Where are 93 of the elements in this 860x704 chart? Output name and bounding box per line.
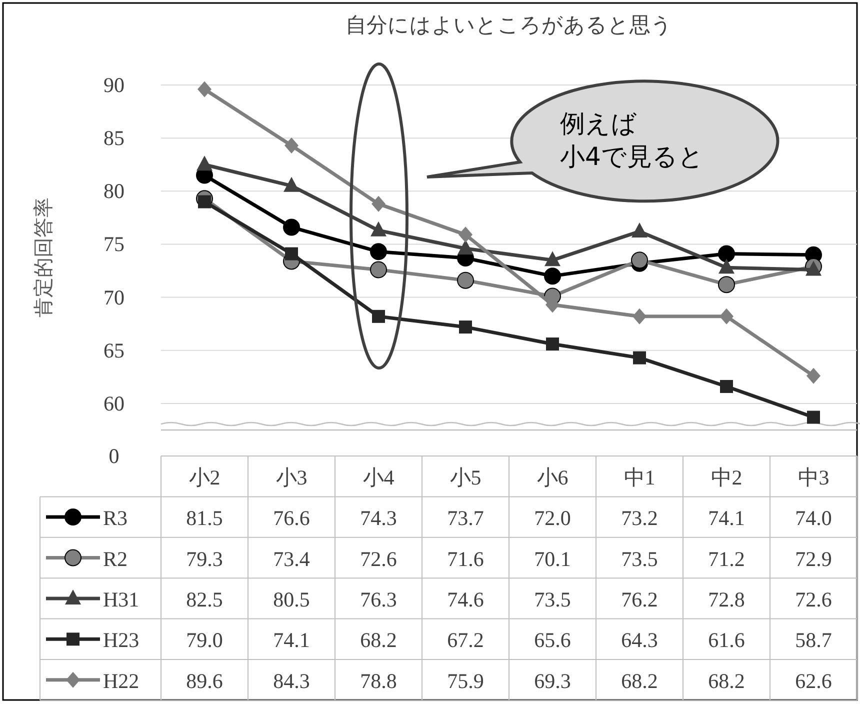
point: [284, 138, 298, 154]
point: [631, 252, 648, 269]
data-label: 72.8: [708, 587, 745, 612]
data-label: 68.2: [621, 668, 658, 693]
data-label: 79.3: [186, 546, 223, 571]
y-tick-label: 85: [104, 126, 124, 150]
data-label: 73.4: [273, 546, 310, 571]
data-label: 89.6: [186, 668, 223, 693]
point: [720, 380, 733, 393]
data-label: 78.8: [360, 668, 397, 693]
point: [718, 276, 735, 294]
annotation: 例えば: [560, 109, 637, 138]
data-label: 74.3: [360, 506, 397, 530]
y-tick-label: 90: [104, 73, 124, 97]
legend-label: R2: [103, 546, 128, 571]
y-tick-label: 60: [104, 391, 124, 416]
y-tick-label: 65: [104, 338, 124, 362]
data-label: 65.6: [534, 628, 571, 652]
point: [458, 226, 472, 243]
point: [544, 251, 560, 266]
data-label: 75.9: [447, 668, 484, 693]
point: [198, 81, 212, 98]
data-label: 62.6: [795, 668, 832, 693]
x-tick-label: 中1: [624, 465, 656, 490]
data-label: 72.9: [795, 546, 832, 571]
data-label: 76.2: [621, 587, 658, 612]
point: [372, 310, 385, 323]
x-tick-label: 小2: [188, 465, 220, 490]
y-tick-label: 80: [104, 179, 124, 204]
point: [633, 351, 646, 364]
point: [632, 308, 646, 324]
data-label: 73.5: [621, 546, 658, 571]
legend-label: H31: [103, 587, 140, 612]
data-label: 82.5: [186, 587, 223, 612]
point: [370, 221, 386, 236]
data-label: 64.3: [621, 628, 658, 652]
point: [720, 308, 734, 324]
point: [459, 320, 472, 334]
x-tick-label: 小3: [276, 465, 308, 490]
data-label: 81.5: [186, 506, 223, 530]
data-label: 70.1: [534, 546, 571, 571]
data-label: 71.6: [447, 546, 484, 571]
data-label: 80.5: [273, 587, 310, 612]
point: [546, 338, 559, 351]
data-label: 67.2: [447, 628, 484, 652]
data-label: 73.7: [447, 506, 484, 530]
chart-title: 自分にはよいところがあると思う: [346, 13, 672, 37]
legend-label: H22: [103, 668, 140, 693]
data-label: 79.0: [186, 628, 223, 652]
point: [196, 156, 212, 171]
data-label: 72.6: [795, 587, 832, 612]
data-label: 69.3: [534, 668, 571, 693]
data-label: 73.2: [621, 506, 658, 530]
data-label: 71.2: [708, 546, 745, 571]
data-label: 68.2: [360, 628, 397, 652]
data-label: 68.2: [708, 668, 745, 693]
legend-label: H23: [103, 628, 140, 652]
point: [457, 272, 474, 289]
y-axis-title: 肯定的回答率: [31, 198, 55, 318]
x-tick-label: 中3: [798, 465, 830, 490]
point: [372, 196, 386, 212]
legend-label: R3: [103, 506, 128, 530]
x-tick-label: 小4: [362, 465, 395, 490]
annotation: 小4で見ると: [560, 142, 704, 171]
point: [807, 410, 820, 424]
point: [370, 261, 387, 278]
data-label: 76.6: [273, 506, 310, 530]
data-label: 72.0: [534, 506, 571, 530]
point: [370, 243, 387, 260]
data-label: 74.1: [708, 506, 745, 530]
point: [283, 218, 300, 236]
point: [806, 368, 820, 384]
data-label: 61.6: [708, 628, 745, 652]
data-label: 74.6: [447, 587, 484, 612]
y-tick-label: 70: [104, 285, 124, 310]
point: [544, 268, 561, 285]
data-label: 72.6: [360, 546, 397, 571]
x-tick-label: 小5: [450, 465, 482, 490]
x-tick-label: 中2: [710, 465, 742, 490]
point: [284, 176, 300, 192]
data-label: 74.1: [273, 628, 310, 652]
text: 0: [108, 444, 120, 468]
y-tick-label: 75: [104, 232, 124, 256]
point: [632, 222, 648, 238]
point: [285, 247, 298, 260]
data-label: 84.3: [273, 668, 310, 693]
point: [718, 258, 734, 274]
data-label: 73.5: [534, 587, 571, 612]
data-label: 58.7: [795, 628, 832, 652]
x-tick-label: 小6: [536, 465, 568, 490]
point: [718, 245, 735, 262]
data-label: 74.0: [795, 506, 832, 530]
data-label: 76.3: [360, 587, 397, 612]
